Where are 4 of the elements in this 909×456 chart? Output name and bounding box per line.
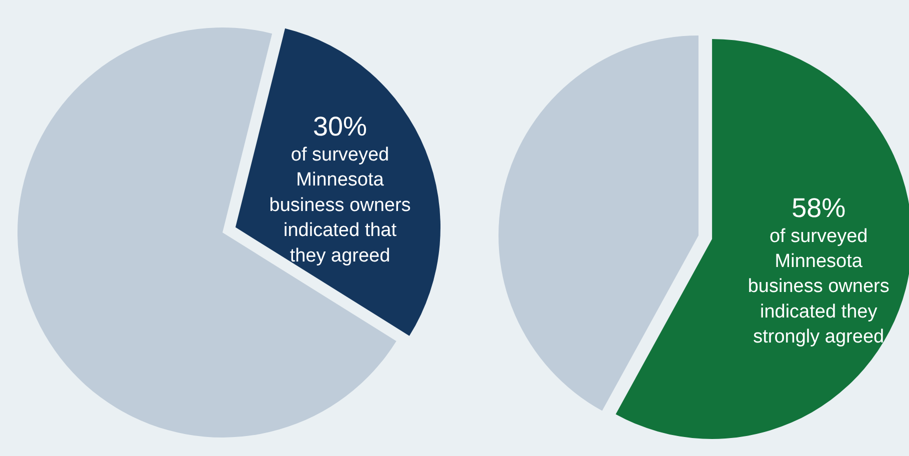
data-label: 58%	[792, 192, 846, 223]
text: of surveyed Minnesota business owners indicated that they agreed	[269, 144, 411, 266]
text: of surveyed Minnesota business owners indicated they strongly agreed	[748, 226, 890, 348]
data-label: 30%	[313, 112, 368, 142]
